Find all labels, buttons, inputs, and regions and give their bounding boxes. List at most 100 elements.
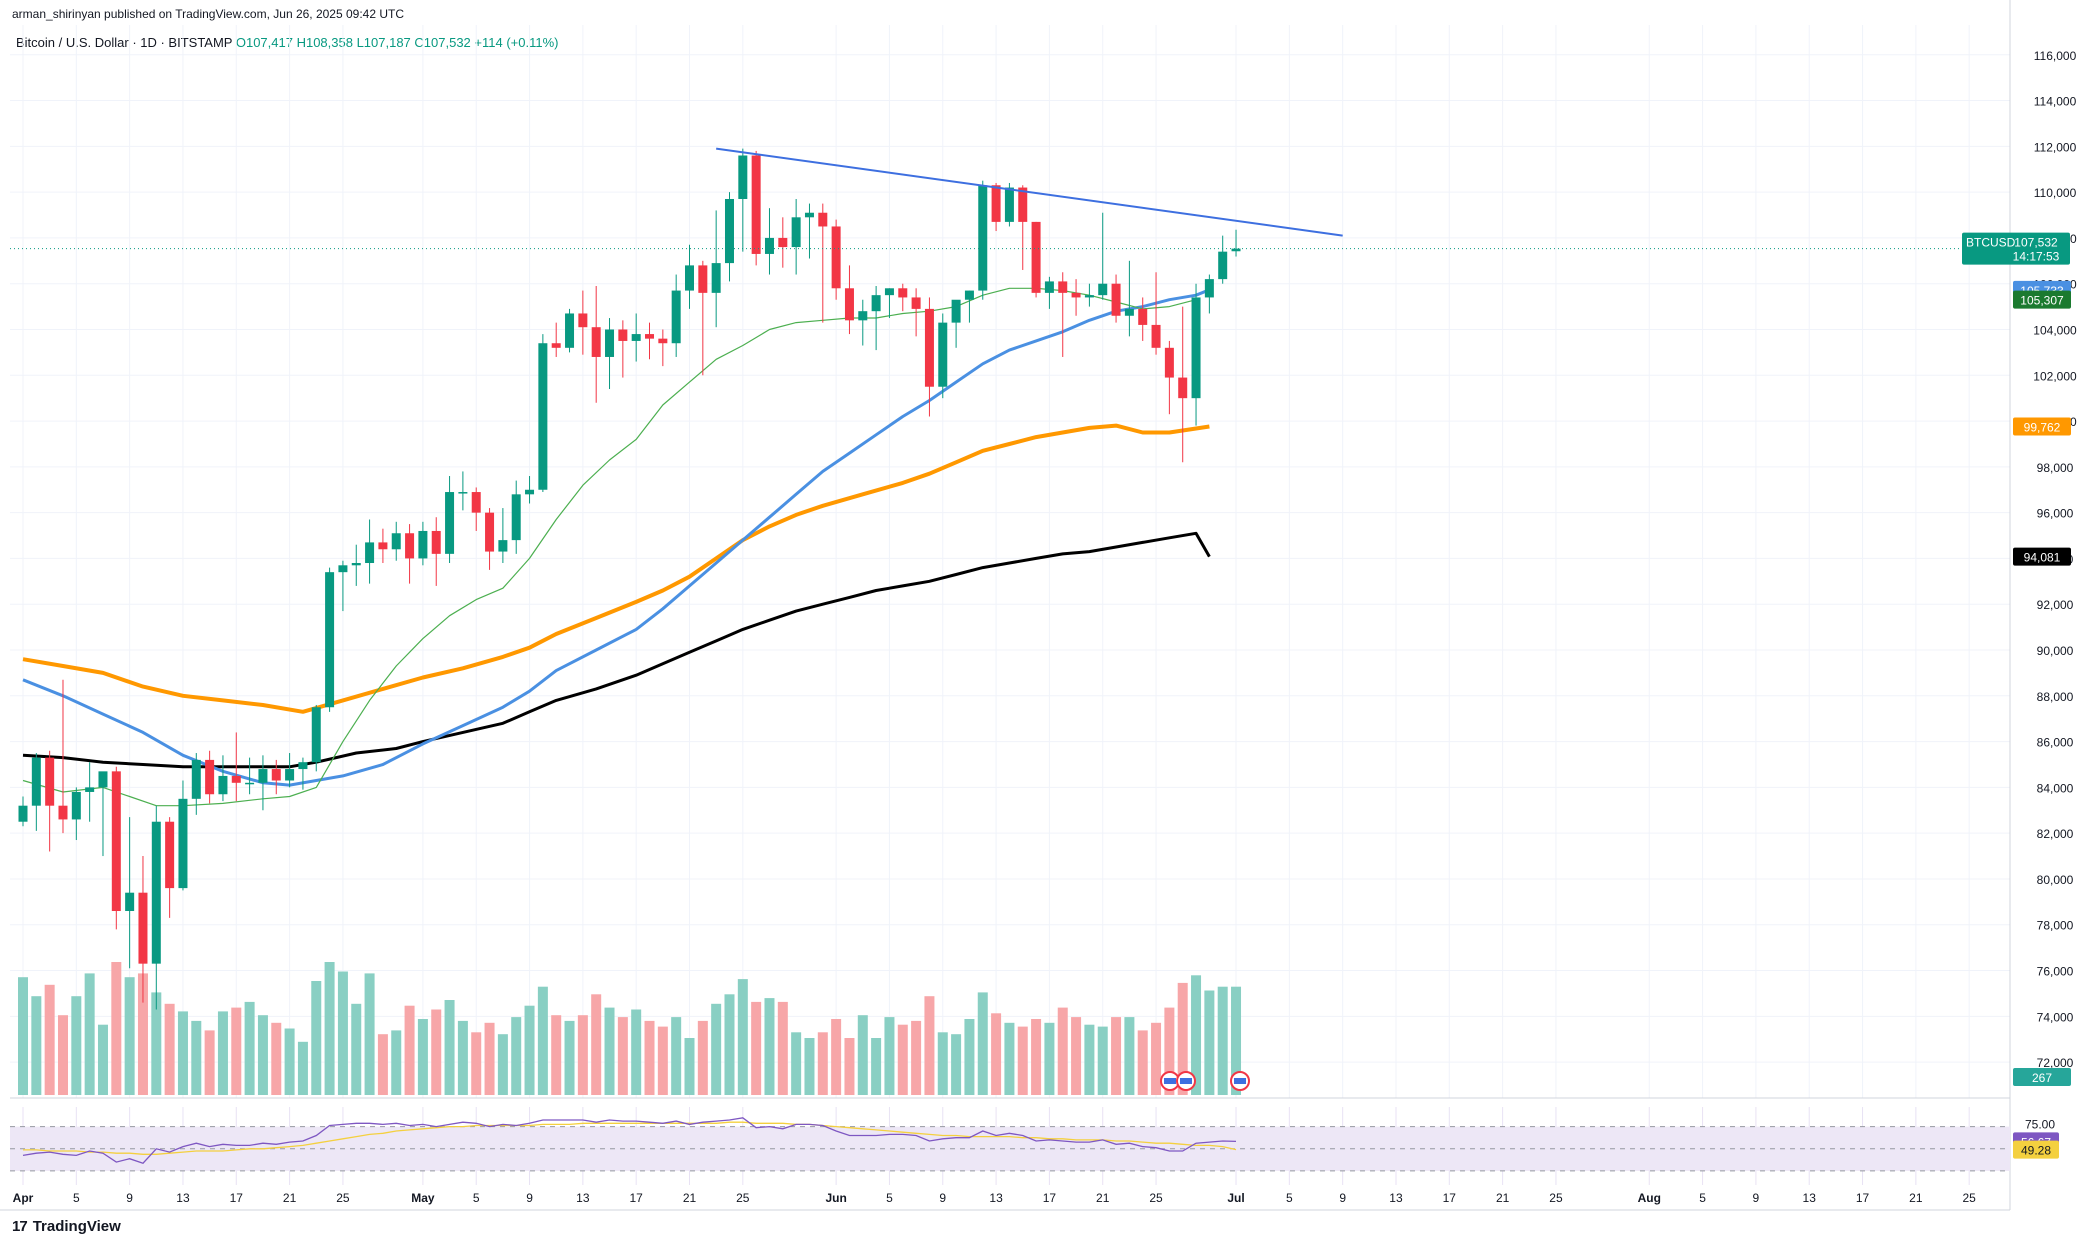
volume-bar (137, 973, 148, 1095)
volume-bar (564, 1020, 575, 1095)
candle-body (1218, 251, 1228, 280)
y-tick-label: 104,000 (2033, 323, 2077, 337)
volume-bar (417, 1019, 428, 1095)
candle-body (85, 787, 95, 792)
candle-body (951, 299, 961, 323)
tradingview-wordmark: TradingView (32, 1218, 121, 1235)
x-tick-label: 17 (1043, 1191, 1057, 1205)
x-tick-label: 21 (1496, 1191, 1510, 1205)
price-tag-label: 99,762 (2024, 421, 2061, 435)
price-tag (2013, 1068, 2071, 1086)
y-tick-label: 90,000 (2037, 644, 2074, 658)
candle-body (645, 334, 655, 339)
candle-body (511, 494, 521, 541)
candle-body (898, 288, 908, 298)
candle-body (431, 530, 441, 554)
x-tick-label: 13 (1389, 1191, 1403, 1205)
volume-bar (617, 1017, 628, 1095)
x-tick-label: 13 (1803, 1191, 1817, 1205)
volume-bar (537, 986, 548, 1095)
rsi-ma-line (23, 1121, 1237, 1155)
volume-bar (204, 1030, 215, 1095)
candle-body (1111, 283, 1121, 316)
y-tick-label: 78,000 (2037, 919, 2074, 933)
candle-body (525, 489, 535, 495)
candle-body (591, 327, 601, 357)
candle-body (618, 329, 628, 341)
price-tag-label: 94,081 (2024, 551, 2061, 565)
rsi-tick-label: 75.00 (2025, 1117, 2055, 1131)
candle-body (1004, 187, 1014, 222)
candle-body (685, 265, 694, 291)
candle-body (111, 771, 121, 912)
volume-bar (964, 1019, 975, 1095)
candle-body (751, 155, 761, 254)
x-tick-label: 9 (939, 1191, 946, 1205)
candle-body (1204, 279, 1214, 298)
candle-body (1124, 308, 1134, 316)
x-tick-label: 5 (1699, 1191, 1706, 1205)
y-tick-label: 116,000 (2034, 49, 2077, 63)
candle-body (764, 237, 774, 254)
y-tick-label: 76,000 (2037, 965, 2074, 979)
candle-body (138, 892, 148, 964)
x-tick-label: 21 (283, 1191, 297, 1205)
economic-event-icon (1180, 1078, 1192, 1084)
volume-bar (217, 1011, 228, 1095)
volume-bar (844, 1038, 855, 1095)
x-tick-label: 17 (1856, 1191, 1870, 1205)
candle-body (298, 762, 308, 770)
price-tag (2013, 547, 2071, 566)
volume-bar (1097, 1026, 1108, 1095)
x-tick-label: 13 (176, 1191, 190, 1205)
volume-bar (484, 1022, 495, 1095)
volume-bar (977, 992, 988, 1095)
volume-bar (737, 979, 748, 1095)
x-tick-label: 17 (1443, 1191, 1457, 1205)
candle-body (844, 288, 854, 321)
candle-body (858, 311, 868, 321)
volume-bar (1031, 1019, 1042, 1095)
candle-body (578, 313, 588, 328)
candle-body (711, 263, 721, 293)
volume-bar (1071, 1017, 1082, 1095)
x-tick-label: 13 (576, 1191, 590, 1205)
volume-bar (351, 1003, 362, 1095)
candle-body (18, 805, 28, 822)
volume-bar (1017, 1026, 1028, 1095)
volume-bar (631, 1009, 642, 1095)
x-tick-label: 25 (1549, 1191, 1563, 1205)
candle-body (1018, 187, 1028, 222)
candle-body (45, 757, 55, 806)
x-tick-label: 21 (683, 1191, 697, 1205)
volume-bar (657, 1026, 668, 1095)
x-tick-label: Jul (1227, 1191, 1244, 1205)
candle-body (245, 782, 255, 785)
candle-body (1138, 308, 1148, 325)
candle-body (1191, 297, 1201, 399)
ohlc-values: O107,417 H108,358 L107,187 C107,532 +114… (235, 35, 559, 50)
volume-bar (671, 1017, 682, 1095)
x-tick-label: 5 (886, 1191, 893, 1205)
candle-body (231, 775, 241, 783)
volume-bar (284, 1028, 295, 1095)
candle-body (671, 290, 681, 344)
candle-body (311, 707, 321, 763)
symbol-tag-label: BTCUSD (1966, 236, 2016, 250)
candle-body (818, 212, 828, 227)
x-tick-label: 17 (230, 1191, 244, 1205)
volume-bar (524, 1005, 535, 1095)
volume-bar (897, 1024, 908, 1095)
candle-body (471, 492, 481, 513)
volume-bar (591, 994, 602, 1095)
x-tick-label: 13 (989, 1191, 1003, 1205)
last-price-label: 107,532 (2014, 236, 2058, 250)
candle-body (1151, 324, 1161, 348)
y-tick-label: 84,000 (2037, 781, 2074, 795)
candle-body (911, 297, 921, 309)
candle-body (871, 295, 881, 312)
x-tick-label: 9 (1753, 1191, 1760, 1205)
last-price-tag (1962, 232, 2070, 265)
candle-body (71, 791, 81, 820)
